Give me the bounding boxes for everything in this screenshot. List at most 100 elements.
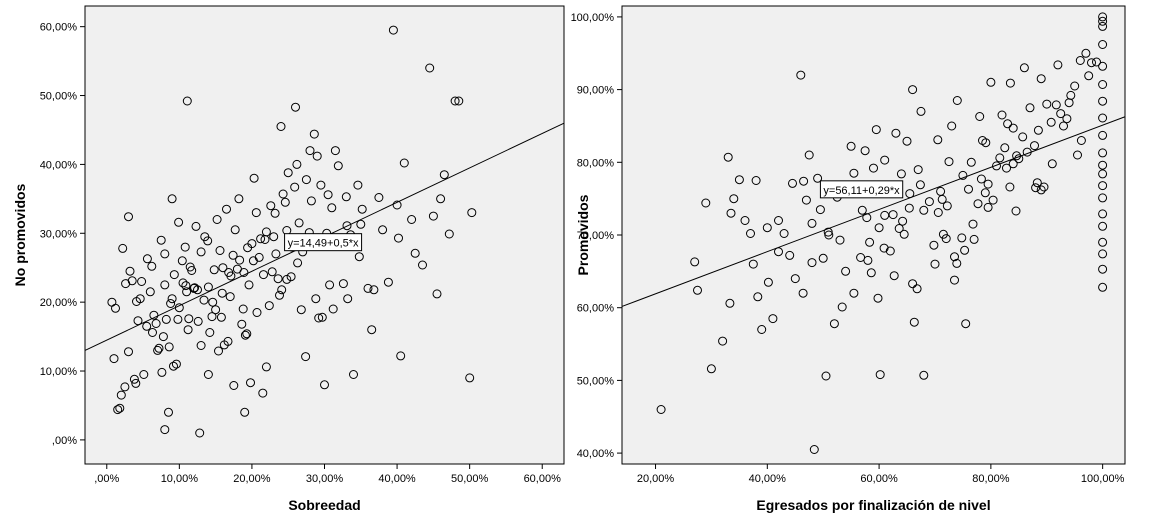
data-points: [656, 12, 1108, 454]
data-point: [374, 193, 384, 202]
data-point: [1005, 182, 1015, 192]
data-point: [815, 205, 825, 215]
data-point: [121, 279, 131, 289]
data-point: [788, 178, 797, 188]
data-point: [821, 371, 831, 381]
data-point: [757, 325, 767, 334]
x-axis-label: Egresados por finalización de nivel: [756, 497, 990, 513]
data-point: [369, 285, 379, 295]
data-point: [296, 305, 306, 315]
data-point: [952, 258, 962, 268]
data-point: [1032, 178, 1042, 188]
data-point: [869, 163, 878, 173]
data-point: [160, 425, 170, 435]
data-point: [1062, 114, 1072, 124]
data-point: [973, 199, 983, 209]
data-point: [323, 190, 333, 200]
data-point: [656, 405, 666, 414]
data-point: [196, 247, 206, 257]
data-point: [349, 370, 358, 379]
data-point: [191, 221, 201, 231]
data-point: [142, 321, 152, 331]
data-point: [804, 150, 814, 160]
fit-line-group: y=56,11+0,29*x: [621, 116, 1126, 307]
data-point: [291, 102, 300, 112]
data-point: [240, 330, 250, 340]
data-point: [270, 208, 280, 218]
data-point: [894, 224, 904, 233]
data-point: [399, 158, 409, 168]
fit-equation-box: [284, 233, 363, 252]
data-point: [425, 63, 435, 73]
data-point: [796, 70, 806, 80]
data-point: [813, 173, 823, 183]
data-point: [432, 289, 442, 299]
data-point: [944, 157, 954, 167]
y-axis-label: No promovidos: [12, 183, 28, 286]
data-point: [243, 243, 253, 253]
data-point: [726, 208, 736, 218]
data-point: [1098, 169, 1108, 179]
data-point: [916, 106, 926, 116]
data-point: [407, 215, 417, 224]
data-point: [156, 235, 166, 245]
y-tick-label: 70,00%: [577, 230, 615, 242]
data-point: [829, 319, 839, 329]
data-point: [184, 314, 194, 324]
data-point: [118, 243, 128, 253]
data-point: [774, 216, 783, 225]
data-point: [367, 325, 377, 335]
data-point: [338, 279, 348, 289]
data-point: [753, 292, 763, 302]
y-tick-label: 50,00%: [40, 91, 78, 103]
axis-ticks: ,00% 10,00% 20,00% 30,00% 40,00% 50,00% 60,00%…: [40, 22, 561, 485]
data-point: [133, 316, 143, 326]
x-tick-label: 20,00%: [637, 473, 675, 485]
data-point: [995, 153, 1005, 163]
data-point: [363, 283, 373, 293]
data-point: [849, 168, 859, 178]
data-point: [986, 77, 996, 87]
plot-area: [621, 5, 1126, 465]
data-point: [378, 225, 388, 235]
data-point: [860, 146, 870, 156]
data-point: [306, 196, 316, 206]
data-point: [1092, 57, 1101, 67]
data-point: [1008, 159, 1018, 169]
data-point: [219, 340, 229, 350]
data-point: [260, 235, 270, 244]
data-point: [866, 268, 876, 278]
data-point: [439, 170, 449, 180]
data-point: [964, 184, 973, 194]
data-point: [1098, 12, 1108, 22]
data-point: [167, 294, 177, 304]
data-point: [343, 294, 353, 304]
data-point: [410, 248, 420, 258]
y-tick-label: 50,00%: [577, 375, 615, 387]
data-point: [196, 341, 206, 350]
data-point: [950, 275, 959, 285]
data-point: [938, 229, 948, 239]
data-point: [865, 237, 875, 247]
data-point: [177, 256, 187, 266]
data-point: [912, 284, 922, 294]
data-point: [237, 319, 247, 329]
data-point: [924, 197, 934, 207]
data-point: [952, 96, 962, 105]
data-point: [1098, 61, 1108, 71]
data-point: [1098, 40, 1108, 49]
x-tick-label: 10,00%: [161, 473, 199, 485]
data-point: [169, 361, 178, 371]
data-point: [214, 346, 223, 356]
data-point: [388, 25, 398, 35]
data-point: [947, 121, 957, 131]
data-point: [327, 203, 337, 213]
data-point: [992, 161, 1001, 171]
data-point: [904, 203, 914, 213]
data-point: [226, 271, 236, 281]
data-point: [266, 201, 276, 211]
data-point: [846, 141, 856, 151]
data-point: [164, 407, 173, 417]
data-point: [1098, 80, 1108, 89]
data-point: [693, 285, 702, 295]
